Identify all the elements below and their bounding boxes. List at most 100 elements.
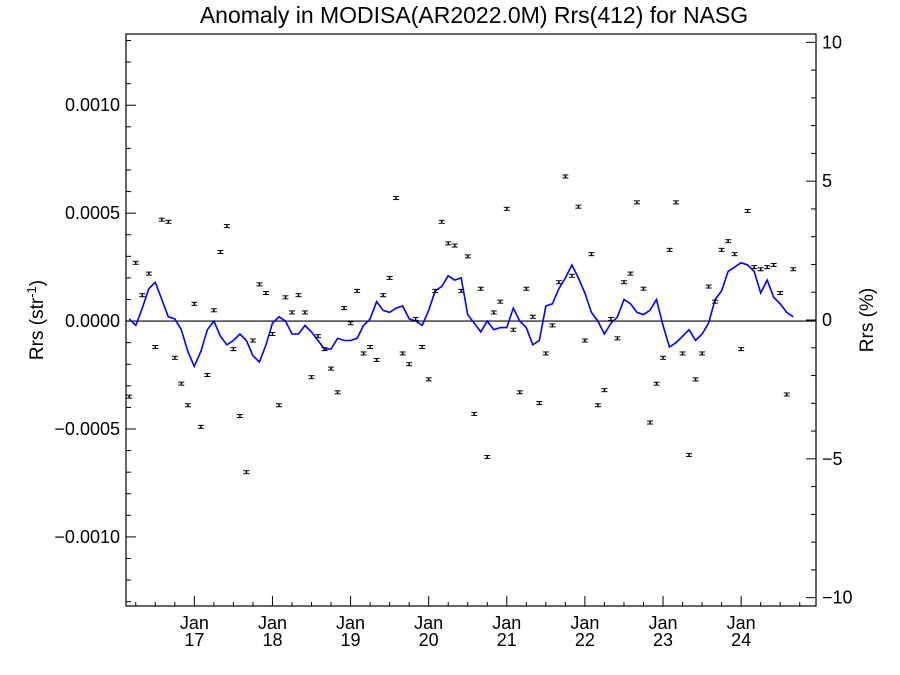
data-point xyxy=(406,362,413,367)
data-point-marker xyxy=(570,274,573,277)
data-point xyxy=(197,424,204,429)
data-point-marker xyxy=(675,201,677,204)
data-point-marker xyxy=(440,220,443,223)
data-point xyxy=(555,280,562,285)
right-tick-label: −5 xyxy=(822,449,843,469)
data-point-marker xyxy=(427,378,430,381)
data-point xyxy=(490,310,497,315)
x-tick-label-month: Jan xyxy=(180,613,209,633)
data-point xyxy=(777,291,784,296)
data-point-marker xyxy=(453,244,456,247)
data-point-marker xyxy=(421,346,424,348)
data-point xyxy=(738,347,745,352)
data-point xyxy=(321,347,328,352)
data-point xyxy=(575,204,582,209)
data-point xyxy=(633,200,640,205)
x-tick-label-year: 17 xyxy=(184,630,204,650)
data-point-marker xyxy=(590,253,593,256)
data-point xyxy=(204,373,211,378)
data-point-marker xyxy=(544,352,547,355)
data-point-marker xyxy=(616,337,619,340)
data-point xyxy=(412,316,419,321)
data-point-marker xyxy=(792,268,795,271)
data-point-marker xyxy=(310,376,313,379)
data-point-marker xyxy=(128,395,131,398)
data-point-marker xyxy=(284,296,287,299)
data-point xyxy=(165,219,172,224)
x-tick-label-year: 18 xyxy=(262,630,282,650)
data-point xyxy=(419,344,426,349)
data-point-marker xyxy=(505,207,508,210)
data-point xyxy=(607,316,614,321)
data-point xyxy=(529,314,536,319)
data-point xyxy=(620,280,627,285)
data-point-marker xyxy=(486,456,489,458)
data-point-marker xyxy=(649,421,651,424)
data-point xyxy=(510,327,517,332)
data-point xyxy=(464,254,471,259)
data-point xyxy=(731,252,738,257)
data-point xyxy=(568,273,575,278)
x-tick-label-month: Jan xyxy=(414,613,443,633)
data-point-marker xyxy=(551,324,554,327)
data-point-marker xyxy=(343,307,345,310)
data-point-marker xyxy=(727,240,730,243)
data-point xyxy=(249,338,256,343)
data-point-marker xyxy=(167,220,170,223)
right-tick-label: 0 xyxy=(822,310,832,330)
data-point xyxy=(744,208,751,213)
data-point xyxy=(588,252,595,257)
data-point xyxy=(354,288,361,293)
data-point-marker xyxy=(512,328,515,331)
x-tick-label-year: 20 xyxy=(419,630,439,650)
data-point xyxy=(594,403,601,408)
x-tick-label-month: Jan xyxy=(492,613,521,633)
data-point xyxy=(315,334,322,339)
data-point-marker xyxy=(291,311,293,314)
data-point xyxy=(679,351,686,356)
chart-title: Anomaly in MODISA(AR2022.0M) Rrs(412) fo… xyxy=(200,2,748,28)
data-point-marker xyxy=(642,287,645,290)
data-point-marker xyxy=(265,292,267,294)
left-y-axis: 0.0010 0.0005 0.0000 −0.0005 −0.0010 xyxy=(54,39,136,603)
data-point xyxy=(295,293,302,298)
data-point-marker xyxy=(531,315,534,318)
data-point-marker xyxy=(668,248,671,251)
data-point-marker xyxy=(564,175,567,178)
data-point xyxy=(184,403,191,408)
data-point-marker xyxy=(694,378,697,381)
data-point xyxy=(425,377,432,382)
data-point-marker xyxy=(297,294,300,297)
data-point xyxy=(770,262,777,267)
data-point xyxy=(158,217,165,222)
data-point-marker xyxy=(492,311,495,314)
data-point-marker xyxy=(557,281,560,284)
data-point-marker xyxy=(688,454,690,456)
data-point xyxy=(751,265,758,270)
data-point-marker xyxy=(206,374,209,376)
data-point-marker xyxy=(466,255,469,258)
data-point xyxy=(360,351,367,356)
data-point xyxy=(269,332,276,337)
x-tick-label-year: 22 xyxy=(575,630,595,650)
smoothed-anomaly-polyline xyxy=(128,261,794,369)
data-point xyxy=(497,299,504,304)
data-point-marker xyxy=(271,333,274,335)
data-point-marker xyxy=(369,346,372,348)
data-point-marker xyxy=(252,339,254,342)
data-point-marker xyxy=(375,359,378,361)
data-point-marker xyxy=(662,356,664,359)
data-point-marker xyxy=(720,248,723,251)
x-tick-label-month: Jan xyxy=(727,613,756,633)
x-tick-label-year: 23 xyxy=(653,630,673,650)
left-y-axis-title: Rrs (str-1) xyxy=(24,280,48,360)
data-point xyxy=(484,455,491,460)
data-point xyxy=(725,239,732,244)
data-point xyxy=(673,200,680,205)
data-point xyxy=(334,390,341,395)
data-point-marker xyxy=(714,300,717,303)
data-point xyxy=(367,344,374,349)
left-tick-label: −0.0005 xyxy=(54,419,120,439)
data-point-marker xyxy=(408,363,411,366)
data-point-marker xyxy=(180,382,183,385)
